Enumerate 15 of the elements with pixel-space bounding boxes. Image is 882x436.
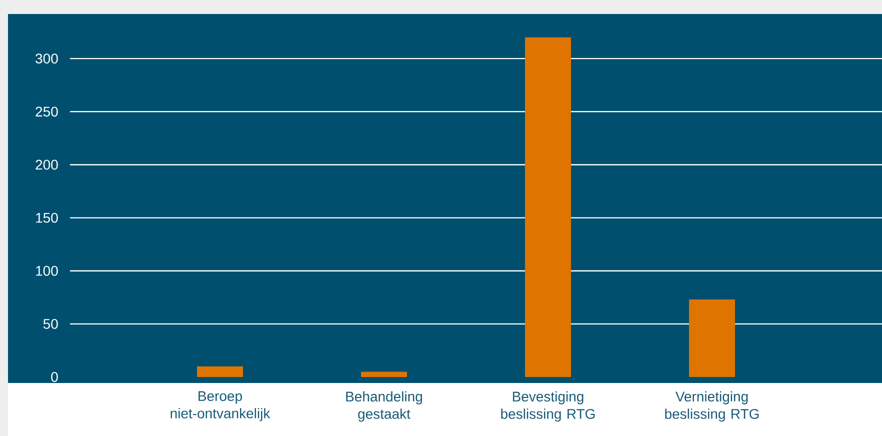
y-tick-label: 300 bbox=[36, 54, 58, 64]
y-tick-label: 0 bbox=[51, 372, 58, 382]
y-tick-label: 250 bbox=[36, 106, 58, 117]
x-tick-label: Behandeling gestaakt bbox=[346, 391, 422, 422]
bar bbox=[689, 300, 736, 377]
y-tick-label: 100 bbox=[36, 266, 58, 276]
y-tick-label: 150 bbox=[36, 212, 58, 223]
y-tick-label: 200 bbox=[36, 160, 58, 170]
bar bbox=[525, 37, 571, 377]
x-tick-label: Beroep niet-ontvankelijk bbox=[170, 391, 270, 422]
x-tick-label: Vernietiging beslissing RTG bbox=[665, 391, 759, 422]
x-tick-label: Bevestiging beslissing RTG bbox=[501, 391, 595, 422]
bar bbox=[196, 366, 243, 377]
y-tick-label: 50 bbox=[43, 318, 58, 329]
bar bbox=[361, 372, 407, 377]
